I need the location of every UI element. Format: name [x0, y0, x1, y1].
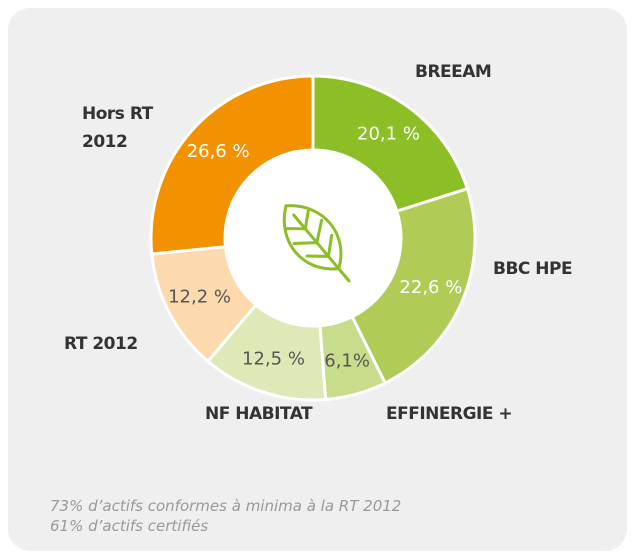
category-label: RT 2012 [64, 334, 138, 354]
category-label: Hors RT 2012 [82, 104, 153, 152]
footnote: 73% d’actifs conformes à minima à la RT … [50, 497, 402, 515]
footnote: 61% d’actifs certifiés [50, 517, 209, 535]
value-label: 12,2 % [168, 286, 231, 307]
leaf-icon [282, 204, 351, 283]
value-label: 6,1% [324, 350, 370, 371]
category-label: BREEAM [415, 62, 492, 82]
value-label: 12,5 % [242, 349, 305, 370]
value-label: 20,1 % [357, 124, 420, 145]
category-label: EFFINERGIE + [386, 404, 513, 424]
category-label: BBC HPE [493, 259, 573, 279]
value-label: 22,6 % [399, 277, 462, 298]
category-label: NF HABITAT [205, 404, 313, 424]
segments [149, 74, 477, 402]
value-label: 26,6 % [187, 141, 250, 162]
